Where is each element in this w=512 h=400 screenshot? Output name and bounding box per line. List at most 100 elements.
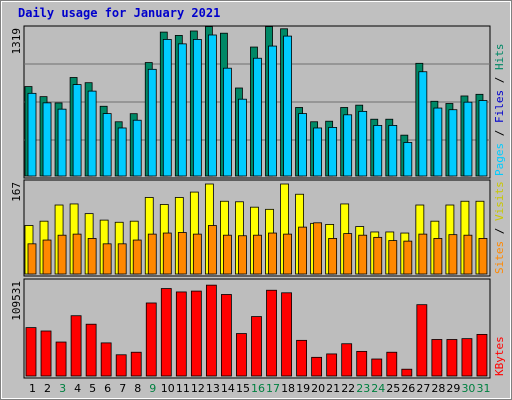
bar-files-5 — [87, 90, 97, 177]
bar-sites-29 — [448, 234, 458, 275]
bar-sites-25 — [388, 240, 398, 275]
bar-kbytes-16 — [251, 316, 262, 377]
bar-sites-18 — [283, 233, 292, 275]
ymax-label-top: 1319 — [10, 28, 23, 55]
bar-sites-12 — [192, 233, 202, 275]
bar-kbytes-9 — [145, 302, 157, 377]
bar-files-23 — [358, 110, 368, 177]
bar-sites-17 — [268, 232, 277, 275]
bar-files-15 — [238, 98, 247, 177]
bar-kbytes-15 — [236, 333, 247, 377]
bar-kbytes-5 — [85, 323, 97, 377]
right-label-kbytes: KBytes — [493, 336, 506, 376]
bar-sites-6 — [102, 243, 112, 275]
day-label-1: 1 — [29, 382, 36, 395]
day-label-4: 4 — [74, 382, 81, 395]
bar-sites-23 — [358, 234, 368, 275]
day-label-19: 19 — [296, 382, 310, 395]
bar-sites-21 — [328, 238, 338, 275]
bar-files-4 — [72, 84, 82, 177]
day-label-17: 17 — [266, 382, 280, 395]
bar-kbytes-18 — [281, 292, 292, 377]
day-label-23: 23 — [356, 382, 370, 395]
bar-sites-19 — [298, 226, 307, 275]
bar-kbytes-20 — [311, 356, 323, 377]
bar-sites-27 — [418, 233, 428, 275]
day-label-24: 24 — [371, 382, 385, 395]
bar-files-16 — [253, 57, 262, 177]
day-label-8: 8 — [134, 382, 141, 395]
bar-files-22 — [343, 114, 353, 177]
bar-files-21 — [328, 127, 338, 177]
right-labels-top: Pages / Files / Hits — [493, 44, 506, 177]
day-label-6: 6 — [104, 382, 111, 395]
bar-sites-3 — [57, 234, 67, 275]
bar-sites-10 — [162, 232, 172, 275]
right-label-files: Files — [493, 90, 506, 123]
bar-kbytes-21 — [326, 353, 338, 377]
bar-files-25 — [388, 125, 398, 177]
bar-files-9 — [147, 68, 157, 177]
day-label-14: 14 — [221, 382, 235, 395]
bar-sites-7 — [117, 243, 127, 275]
bar-sites-30 — [463, 234, 473, 275]
ymax-label-middle: 167 — [10, 182, 23, 202]
bar-kbytes-22 — [341, 343, 353, 377]
bar-files-27 — [418, 71, 428, 177]
bar-files-19 — [298, 113, 307, 177]
bar-files-6 — [102, 113, 112, 177]
day-label-11: 11 — [176, 382, 190, 395]
day-label-21: 21 — [326, 382, 340, 395]
bar-sites-24 — [373, 236, 383, 275]
bar-sites-5 — [87, 238, 97, 275]
day-label-5: 5 — [89, 382, 96, 395]
bar-kbytes-13 — [205, 284, 217, 377]
day-label-25: 25 — [386, 382, 400, 395]
bar-sites-1 — [27, 243, 37, 275]
bar-kbytes-2 — [40, 330, 52, 377]
bar-sites-11 — [177, 232, 187, 275]
bar-kbytes-26 — [401, 368, 413, 377]
bar-sites-14 — [223, 234, 232, 275]
right-labels-bottom: KBytes — [493, 336, 506, 376]
bar-files-10 — [162, 39, 172, 177]
bar-files-29 — [448, 109, 458, 177]
day-label-26: 26 — [401, 382, 415, 395]
bar-sites-20 — [313, 222, 323, 275]
day-label-9: 9 — [149, 382, 156, 395]
day-label-2: 2 — [44, 382, 51, 395]
bar-kbytes-30 — [461, 338, 473, 377]
right-labels-middle: Sites / Visits — [493, 181, 506, 274]
bar-sites-13 — [207, 225, 217, 275]
bar-sites-2 — [42, 239, 52, 275]
bar-kbytes-6 — [100, 342, 112, 377]
right-label-sites: Sites — [493, 241, 506, 274]
bar-files-7 — [117, 127, 127, 177]
bar-files-30 — [463, 101, 473, 177]
day-label-28: 28 — [431, 382, 445, 395]
bar-kbytes-11 — [175, 291, 187, 377]
bar-kbytes-8 — [130, 351, 142, 377]
bar-kbytes-12 — [190, 290, 202, 377]
bar-files-3 — [57, 108, 67, 177]
bar-files-13 — [207, 34, 217, 177]
chart-title: Daily usage for January 2021 — [18, 6, 221, 20]
bar-sites-26 — [403, 240, 413, 275]
bar-kbytes-27 — [416, 304, 428, 377]
day-label-10: 10 — [161, 382, 175, 395]
day-label-12: 12 — [191, 382, 205, 395]
bar-sites-31 — [478, 238, 488, 275]
day-label-13: 13 — [206, 382, 220, 395]
bar-files-14 — [223, 67, 232, 177]
bar-sites-22 — [343, 233, 353, 275]
day-label-18: 18 — [281, 382, 295, 395]
bar-sites-4 — [72, 233, 82, 275]
bar-files-18 — [283, 35, 292, 177]
bar-files-28 — [433, 107, 443, 177]
bar-kbytes-23 — [356, 350, 368, 377]
day-label-27: 27 — [416, 382, 430, 395]
bar-kbytes-31 — [476, 333, 488, 377]
